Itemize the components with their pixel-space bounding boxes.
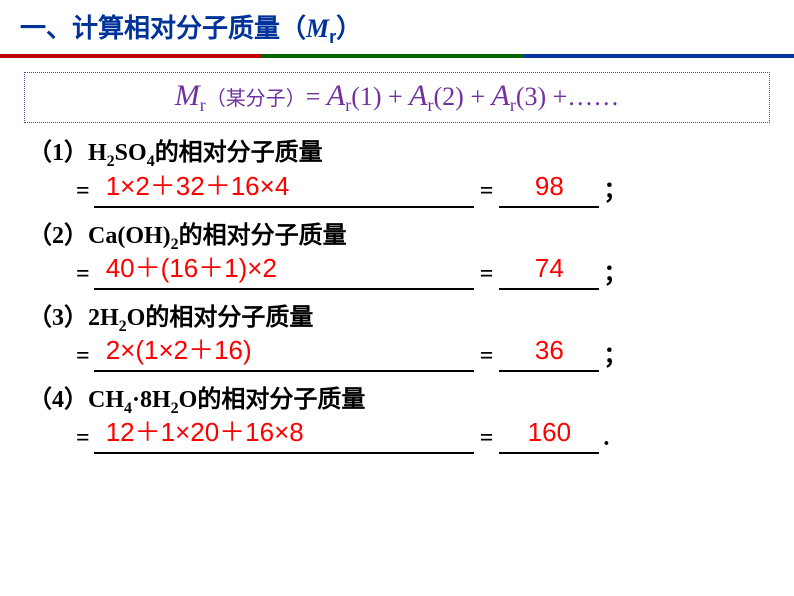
formula-open: （ [206, 88, 226, 110]
result-answer: 74 [499, 252, 599, 286]
line-tail: ； [603, 259, 627, 290]
problem-head: （2）Ca(OH)2的相对分子质量 [28, 220, 766, 256]
expression-blank: 12＋1×20＋16×8 [94, 422, 474, 454]
problem: （3）2H2O的相对分子质量=2×(1×2＋16)=36； [28, 302, 766, 372]
formula-t1: (1) + [351, 82, 409, 111]
equals-sign: = [76, 341, 90, 372]
result-answer: 36 [499, 334, 599, 368]
equals-sign-2: = [480, 423, 494, 454]
line-tail: ； [603, 176, 627, 207]
result-blank: 74 [499, 258, 599, 290]
expression-answer: 2×(1×2＋16) [94, 334, 474, 368]
problem-compound: CH4·8H2O [88, 387, 197, 413]
result-answer: 160 [499, 416, 599, 450]
line-tail: ； [603, 341, 627, 372]
equals-sign: = [76, 176, 90, 207]
problem-line: =40＋(16＋1)×2=74； [28, 256, 766, 290]
problem-num: （2） [28, 223, 88, 249]
problem-line: =12＋1×20＋16×8=160. [28, 420, 766, 454]
line-tail: . [603, 423, 609, 454]
problem: （2）Ca(OH)2的相对分子质量=40＋(16＋1)×2=74； [28, 220, 766, 290]
title-mr: M [306, 14, 329, 43]
page-title: 一、计算相对分子质量（Mr） [0, 0, 794, 54]
problem-head: （1）H2SO4的相对分子质量 [28, 137, 766, 173]
equals-sign-2: = [480, 176, 494, 207]
formula-t3: (3) +…… [516, 82, 619, 111]
result-answer: 98 [499, 170, 599, 204]
problem-label: 的相对分子质量 [197, 387, 365, 413]
problem: （1）H2SO4的相对分子质量=1×2＋32＋16×4=98； [28, 137, 766, 207]
result-blank: 36 [499, 340, 599, 372]
formula-t2: (2) + [434, 82, 492, 111]
expression-answer: 40＋(16＋1)×2 [94, 252, 474, 286]
equals-sign: = [76, 423, 90, 454]
problem-num: （1） [28, 140, 88, 166]
problem-num: （3） [28, 305, 88, 331]
problem-label: 的相对分子质量 [179, 223, 347, 249]
formula-box: Mr（某分子）= Ar(1) + Ar(2) + Ar(3) +…… [24, 72, 770, 123]
expression-blank: 40＋(16＋1)×2 [94, 258, 474, 290]
problem-head: （4）CH4·8H2O的相对分子质量 [28, 384, 766, 420]
equals-sign: = [76, 259, 90, 290]
problem-line: =1×2＋32＋16×4=98； [28, 174, 766, 208]
problem-line: =2×(1×2＋16)=36； [28, 338, 766, 372]
expression-blank: 2×(1×2＋16) [94, 340, 474, 372]
problem-compound: H2SO4 [88, 140, 155, 166]
formula-eq: = [306, 82, 327, 111]
formula-close: ） [286, 88, 306, 110]
formula-subject: 某分子 [226, 88, 286, 110]
equals-sign-2: = [480, 341, 494, 372]
problem-compound: Ca(OH)2 [88, 223, 179, 249]
expression-blank: 1×2＋32＋16×4 [94, 176, 474, 208]
problems-container: （1）H2SO4的相对分子质量=1×2＋32＋16×4=98；（2）Ca(OH)… [0, 137, 794, 454]
formula-A2: A [409, 79, 427, 112]
formula-A3: A [491, 79, 509, 112]
formula-A1: A [327, 79, 345, 112]
problem-label: 的相对分子质量 [155, 140, 323, 166]
expression-answer: 12＋1×20＋16×8 [94, 416, 474, 450]
problem: （4）CH4·8H2O的相对分子质量=12＋1×20＋16×8=160. [28, 384, 766, 454]
result-blank: 160 [499, 422, 599, 454]
problem-num: （4） [28, 387, 88, 413]
problem-head: （3）2H2O的相对分子质量 [28, 302, 766, 338]
divider-bar [0, 54, 794, 58]
equals-sign-2: = [480, 259, 494, 290]
expression-answer: 1×2＋32＋16×4 [94, 170, 474, 204]
title-suffix: ） [336, 13, 362, 43]
title-prefix: 一、计算相对分子质量（ [20, 13, 306, 43]
result-blank: 98 [499, 176, 599, 208]
formula-M: M [175, 79, 200, 112]
problem-label: 的相对分子质量 [145, 305, 313, 331]
problem-compound: 2H2O [88, 305, 145, 331]
